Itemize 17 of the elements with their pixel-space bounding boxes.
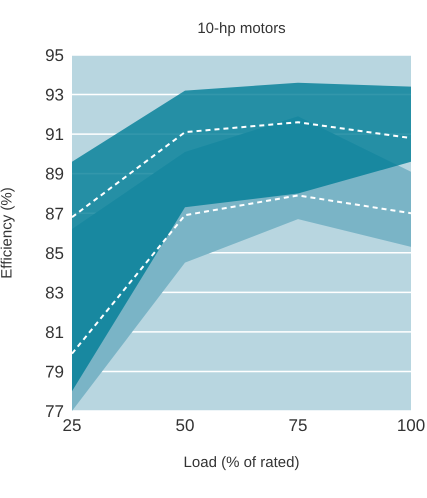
y-axis-title: Efficiency (%) <box>0 187 16 279</box>
y-tick-label: 79 <box>45 362 64 382</box>
y-tick-label: 77 <box>45 402 64 422</box>
y-tick-label: 95 <box>45 46 64 66</box>
x-tick-label: 100 <box>396 416 426 436</box>
x-tick-label: 50 <box>176 416 194 436</box>
y-tick-label: 85 <box>45 244 64 263</box>
y-tick-label: 81 <box>45 322 64 342</box>
y-tick-label: 89 <box>45 164 64 184</box>
x-tick-label: 75 <box>288 416 308 436</box>
y-tick-label: 91 <box>45 125 64 144</box>
x-axis-title: Load (% of rated) <box>184 454 300 471</box>
x-tick-label: 25 <box>62 416 82 436</box>
y-tick-label: 93 <box>45 86 64 105</box>
y-tick-label: 83 <box>45 283 64 302</box>
chart-title: 10-hp motors <box>196 20 287 37</box>
y-tick-label: 87 <box>45 204 64 224</box>
